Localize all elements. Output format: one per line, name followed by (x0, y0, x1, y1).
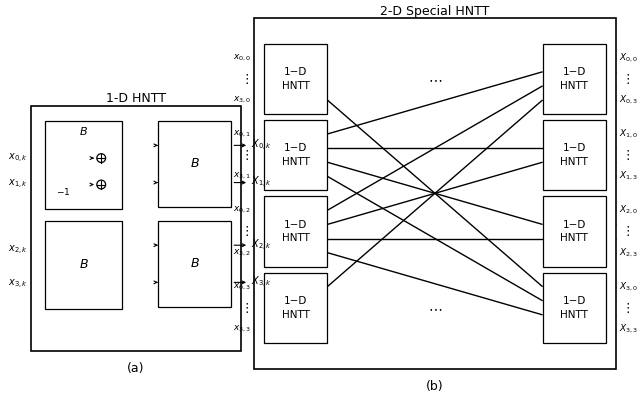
Text: $⋮$: $⋮$ (621, 148, 630, 162)
Bar (31, 106, 241, 351)
Bar (45, 121, 122, 209)
Text: HNTT: HNTT (561, 310, 588, 320)
Text: 1−D: 1−D (563, 296, 586, 306)
Text: $X_{3,0}$: $X_{3,0}$ (619, 281, 638, 293)
Text: $X_{3,3}$: $X_{3,3}$ (619, 323, 638, 335)
Text: $X_{3,k}$: $X_{3,k}$ (251, 275, 272, 290)
Bar (254, 18, 616, 368)
Text: $⋯$: $⋯$ (428, 301, 442, 315)
Text: $x_{3,0}$: $x_{3,0}$ (232, 95, 251, 105)
Text: $x_{2,k}$: $x_{2,k}$ (8, 243, 28, 256)
Text: $⋮$: $⋮$ (621, 72, 630, 86)
Text: $⋮$: $⋮$ (240, 224, 249, 239)
Text: HNTT: HNTT (282, 310, 309, 320)
Text: $x_{0,2}$: $x_{0,2}$ (233, 205, 251, 216)
Text: 1−D: 1−D (563, 67, 586, 77)
Text: 1−D: 1−D (563, 220, 586, 229)
Text: 1−D: 1−D (284, 143, 307, 153)
Text: HNTT: HNTT (282, 157, 309, 167)
Text: $x_{0,0}$: $x_{0,0}$ (232, 52, 251, 63)
Text: HNTT: HNTT (282, 81, 309, 91)
Bar (45, 221, 122, 309)
Bar (264, 273, 327, 343)
Text: $x_{0,1}$: $x_{0,1}$ (233, 129, 251, 139)
Text: 1−D: 1−D (563, 143, 586, 153)
Text: $B$: $B$ (190, 158, 200, 170)
Bar (158, 121, 232, 207)
Text: $x_{3,1}$: $x_{3,1}$ (233, 171, 251, 181)
Text: 2-D Special HNTT: 2-D Special HNTT (380, 5, 490, 18)
Text: $X_{0,k}$: $X_{0,k}$ (251, 138, 272, 153)
Bar (264, 196, 327, 267)
Bar (543, 120, 606, 191)
Text: $x_{3,2}$: $x_{3,2}$ (233, 247, 251, 258)
Bar (264, 120, 327, 191)
Text: 1−D: 1−D (284, 220, 307, 229)
Text: HNTT: HNTT (561, 81, 588, 91)
Text: $X_{2,k}$: $X_{2,k}$ (251, 238, 272, 253)
Text: $B$: $B$ (79, 125, 88, 137)
Text: $⋮$: $⋮$ (621, 301, 630, 315)
Text: $⋮$: $⋮$ (621, 224, 630, 239)
Text: $X_{0,3}$: $X_{0,3}$ (619, 94, 638, 106)
Text: $x_{0,k}$: $x_{0,k}$ (8, 152, 28, 165)
Bar (158, 221, 232, 307)
Text: $X_{0,0}$: $X_{0,0}$ (619, 52, 638, 64)
Text: $X_{1,0}$: $X_{1,0}$ (619, 128, 638, 140)
Text: $⋮$: $⋮$ (240, 301, 249, 315)
Text: $B$: $B$ (79, 258, 88, 271)
Text: $⋯$: $⋯$ (428, 72, 442, 86)
Text: 1-D HNTT: 1-D HNTT (106, 92, 166, 105)
Text: (a): (a) (127, 362, 145, 375)
Text: $X_{2,3}$: $X_{2,3}$ (619, 247, 638, 259)
Text: $⋮$: $⋮$ (240, 148, 249, 162)
Text: $⋮$: $⋮$ (240, 72, 249, 86)
Text: HNTT: HNTT (561, 157, 588, 167)
Bar (543, 196, 606, 267)
Text: $x_{3,k}$: $x_{3,k}$ (8, 278, 28, 291)
Text: $-1$: $-1$ (56, 186, 70, 197)
Text: 1−D: 1−D (284, 296, 307, 306)
Bar (264, 44, 327, 114)
Text: (b): (b) (426, 380, 444, 393)
Text: $x_{1,k}$: $x_{1,k}$ (8, 178, 28, 191)
Text: HNTT: HNTT (282, 233, 309, 243)
Text: HNTT: HNTT (561, 233, 588, 243)
Bar (543, 273, 606, 343)
Bar (543, 44, 606, 114)
Text: $X_{1,3}$: $X_{1,3}$ (619, 170, 638, 183)
Text: $X_{2,0}$: $X_{2,0}$ (619, 204, 638, 216)
Text: $x_{3,3}$: $x_{3,3}$ (233, 324, 251, 334)
Text: $B$: $B$ (190, 257, 200, 270)
Text: $x_{0,3}$: $x_{0,3}$ (233, 281, 251, 292)
Text: $X_{1,k}$: $X_{1,k}$ (251, 175, 272, 190)
Text: 1−D: 1−D (284, 67, 307, 77)
